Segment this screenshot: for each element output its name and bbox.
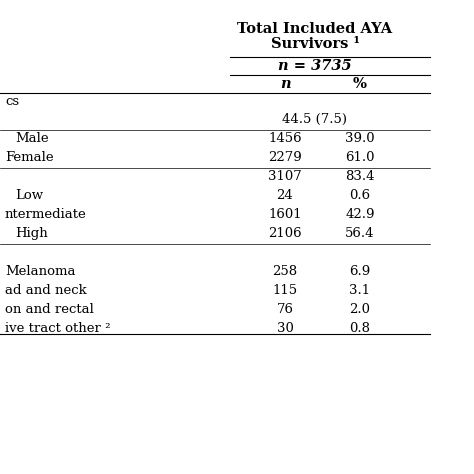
Text: 0.6: 0.6 <box>349 189 371 202</box>
Text: 1601: 1601 <box>268 208 302 221</box>
Text: High: High <box>15 227 48 240</box>
Text: Survivors ¹: Survivors ¹ <box>271 37 359 51</box>
Text: 30: 30 <box>276 322 293 335</box>
Text: 24: 24 <box>277 189 293 202</box>
Text: 83.4: 83.4 <box>345 170 375 183</box>
Text: %: % <box>353 77 367 91</box>
Text: Female: Female <box>5 151 54 164</box>
Text: 44.5 (7.5): 44.5 (7.5) <box>283 113 347 126</box>
Text: 42.9: 42.9 <box>345 208 375 221</box>
Text: 3.1: 3.1 <box>349 284 371 297</box>
Text: 1456: 1456 <box>268 132 302 145</box>
Text: 2106: 2106 <box>268 227 302 240</box>
Text: 2.0: 2.0 <box>349 303 371 316</box>
Text: 3107: 3107 <box>268 170 302 183</box>
Text: n: n <box>280 77 290 91</box>
Text: 0.8: 0.8 <box>349 322 371 335</box>
Text: Total Included AYA: Total Included AYA <box>237 22 392 36</box>
Text: 39.0: 39.0 <box>345 132 375 145</box>
Text: ive tract other ²: ive tract other ² <box>5 322 110 335</box>
Text: Melanoma: Melanoma <box>5 265 75 278</box>
Text: cs: cs <box>5 95 19 108</box>
Text: 61.0: 61.0 <box>345 151 375 164</box>
Text: 258: 258 <box>273 265 298 278</box>
Text: 2279: 2279 <box>268 151 302 164</box>
Text: n = 3735: n = 3735 <box>278 59 352 73</box>
Text: on and rectal: on and rectal <box>5 303 94 316</box>
Text: ad and neck: ad and neck <box>5 284 87 297</box>
Text: ntermediate: ntermediate <box>5 208 87 221</box>
Text: Male: Male <box>15 132 49 145</box>
Text: 6.9: 6.9 <box>349 265 371 278</box>
Text: Low: Low <box>15 189 43 202</box>
Text: 115: 115 <box>273 284 298 297</box>
Text: 56.4: 56.4 <box>345 227 375 240</box>
Text: 76: 76 <box>276 303 293 316</box>
